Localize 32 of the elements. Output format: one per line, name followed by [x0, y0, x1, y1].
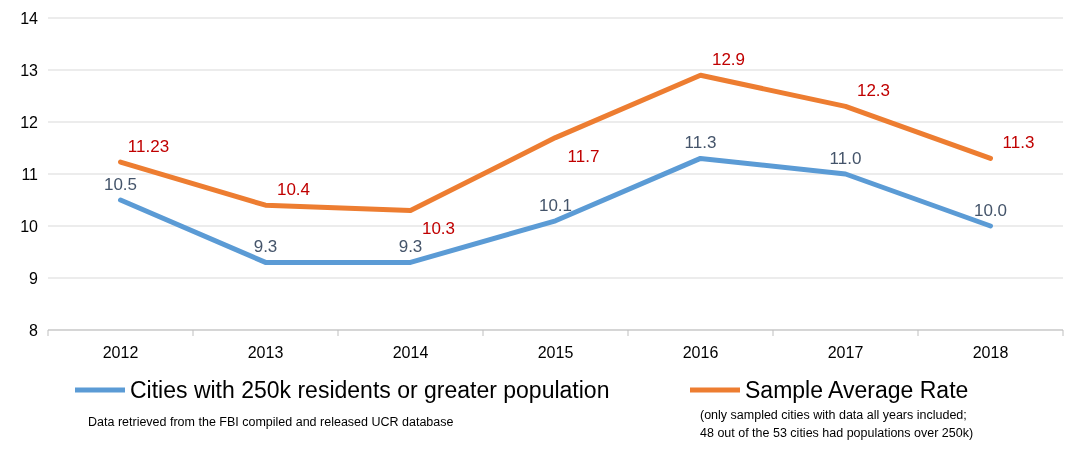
- x-tick-label: 2015: [537, 344, 574, 361]
- x-tick-label: 2013: [247, 344, 284, 361]
- text: (only sampled cities with data all years included; 48 out of the 53 cities had populations over 250k): [700, 408, 974, 440]
- x-tick-label: 2016: [682, 344, 719, 361]
- data-label: 10.5: [103, 175, 138, 194]
- data-label: 12.3: [856, 81, 891, 101]
- y-tick-label: 13: [20, 61, 39, 79]
- text: Data retrieved from the FBI compiled and released UCR database: [88, 415, 454, 429]
- y-tick-label: 8: [29, 321, 39, 339]
- x-tick-label: 2014: [392, 344, 429, 361]
- data-label: 11.3: [1002, 133, 1035, 153]
- data-label: 11.3: [684, 133, 717, 153]
- y-tick-label: 14: [20, 9, 39, 27]
- y-tick-label: 9: [29, 269, 39, 287]
- data-label: 10.4: [276, 180, 311, 200]
- data-label: 11.0: [829, 149, 862, 168]
- data-label: 9.3: [398, 237, 423, 257]
- data-label: 12.9: [711, 50, 746, 70]
- x-tick-label: 2018: [972, 344, 1009, 361]
- data-label: 10.3: [421, 219, 456, 239]
- data-label: 9.3: [253, 237, 278, 257]
- data-label: 10.1: [538, 195, 573, 215]
- legend-label: Cities with 250k residents or greater population: [130, 377, 610, 404]
- x-tick-label: 2017: [827, 344, 864, 361]
- data-label: 11.7: [567, 146, 600, 166]
- x-tick-label: 2012: [102, 344, 139, 361]
- y-tick-label: 12: [20, 113, 39, 131]
- data-label: 10.0: [973, 201, 1008, 220]
- legend-label: Sample Average Rate: [745, 377, 969, 404]
- data-label: 11.23: [127, 137, 170, 157]
- y-tick-label: 11: [21, 165, 39, 183]
- y-tick-label: 10: [20, 217, 39, 235]
